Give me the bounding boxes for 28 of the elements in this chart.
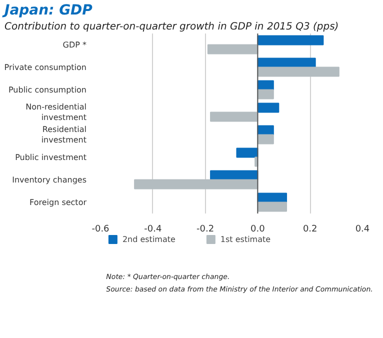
bar — [257, 202, 288, 212]
chart-title: Japan: GDP — [2, 2, 94, 18]
bar — [257, 66, 340, 77]
legend-label: 2nd estimate — [122, 234, 176, 244]
bar — [257, 134, 274, 144]
bar — [257, 89, 274, 100]
y-tick-label: Foreign sector — [30, 198, 88, 207]
bar — [134, 179, 258, 190]
bar — [257, 35, 324, 46]
bar — [207, 44, 258, 54]
x-tick-label: 0.4 — [355, 224, 370, 234]
y-tick-label: Public investment — [15, 152, 87, 162]
y-tick-label: Private consumption — [4, 62, 87, 72]
x-tick-label: -0.4 — [144, 224, 162, 234]
y-tick-label: Residential investment — [41, 124, 87, 145]
bar — [257, 102, 280, 113]
bar — [210, 112, 258, 122]
x-tick-label: 0.2 — [302, 224, 318, 234]
y-tick-label: GDP * — [62, 40, 87, 50]
x-tick-label: -0.2 — [196, 224, 214, 234]
y-tick-label: Inventory changes — [12, 175, 87, 184]
x-tick-label: 0.0 — [250, 224, 266, 234]
y-tick-label: Non-residential investment — [26, 102, 87, 122]
chart-subtitle: Contribution to quarter-on-quarter growth in GDP in 2015 Q3 (pps) — [4, 22, 339, 32]
legend-label: 1st estimate — [220, 234, 271, 244]
bar — [236, 148, 258, 158]
x-tick-label: -0.6 — [92, 224, 110, 234]
y-tick-label: Public consumption — [8, 85, 86, 94]
